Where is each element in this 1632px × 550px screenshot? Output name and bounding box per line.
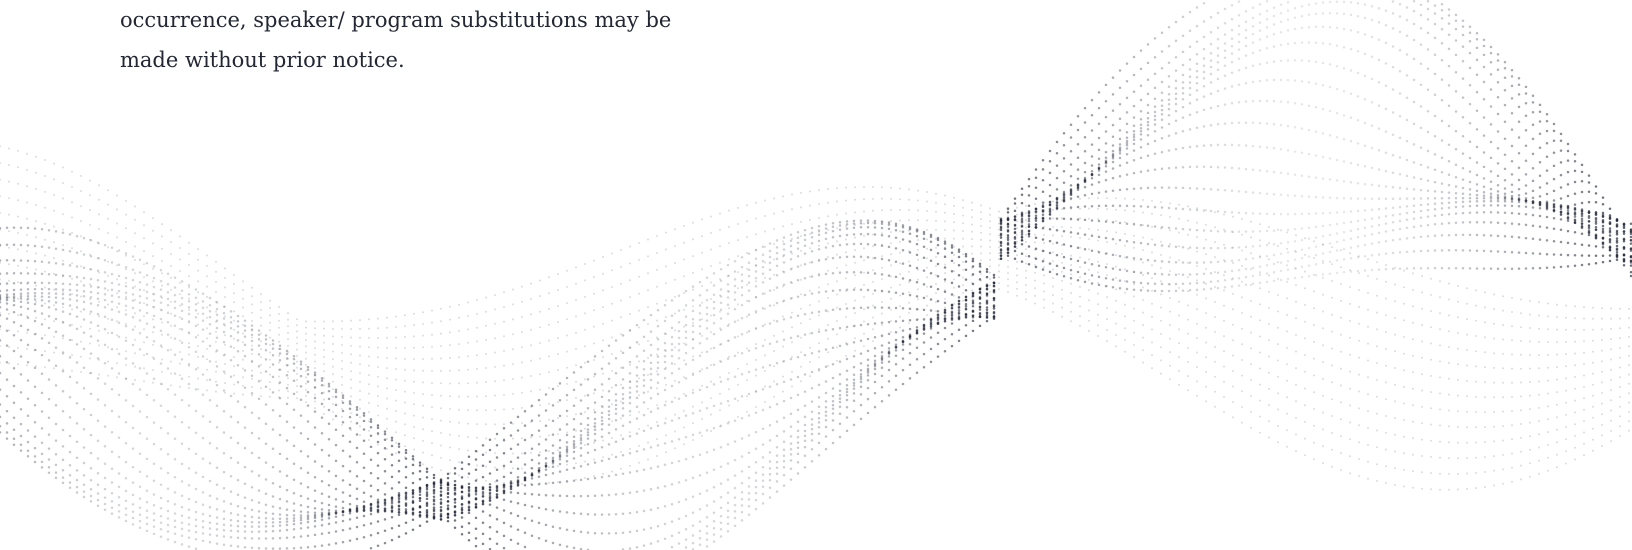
notice-line: made without prior notice. xyxy=(120,48,405,72)
notice-line: occurrence, speaker/ program substitutio… xyxy=(120,8,672,32)
program-change-notice: occurrence, speaker/ program substitutio… xyxy=(120,0,720,80)
